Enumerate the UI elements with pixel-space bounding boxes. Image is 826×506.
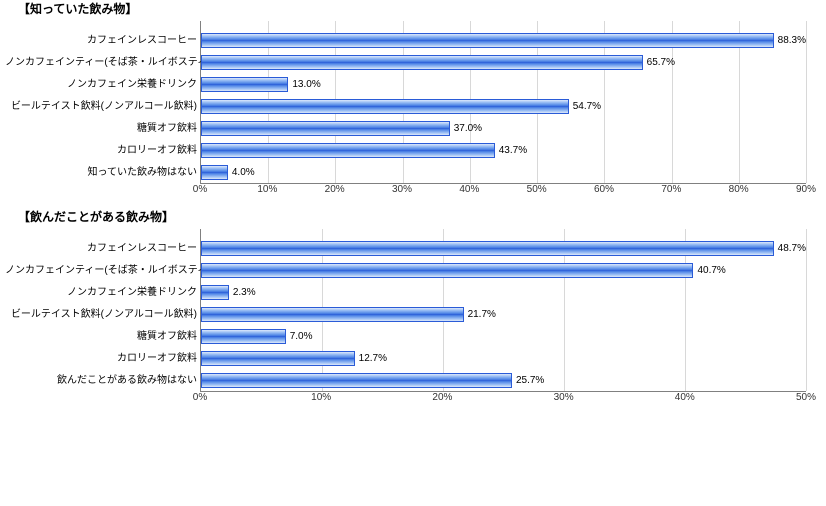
x-tick: 60%	[594, 184, 614, 195]
bar-container: 7.0%	[201, 329, 806, 344]
bar-row: 糖質オフ飲料7.0%	[201, 325, 806, 347]
chart-plot-area: カフェインレスコーヒー48.7%ノンカフェインティー(そば茶・ルイボスティーなど…	[200, 229, 806, 392]
bar-label: ノンカフェインティー(そば茶・ルイボスティーなど)	[5, 265, 201, 276]
bar	[201, 241, 774, 256]
bar-row: 飲んだことがある飲み物はない25.7%	[201, 369, 806, 391]
bar-value: 40.7%	[697, 265, 725, 276]
bar-row: ビールテイスト飲料(ノンアルコール飲料)54.7%	[201, 95, 806, 117]
bar-label: ノンカフェイン栄養ドリンク	[5, 79, 201, 90]
x-tick: 10%	[257, 184, 277, 195]
bar-container: 40.7%	[201, 263, 806, 278]
bar	[201, 121, 450, 136]
x-tick: 20%	[325, 184, 345, 195]
bar-value: 48.7%	[778, 243, 806, 254]
bar-value: 54.7%	[573, 101, 601, 112]
bar-container: 21.7%	[201, 307, 806, 322]
bar-container: 88.3%	[201, 33, 806, 48]
bar-label: ビールテイスト飲料(ノンアルコール飲料)	[5, 101, 201, 112]
bar-container: 54.7%	[201, 99, 806, 114]
x-tick: 40%	[675, 392, 695, 403]
x-tick: 30%	[554, 392, 574, 403]
x-tick: 90%	[796, 184, 816, 195]
bar-row: ノンカフェイン栄養ドリンク2.3%	[201, 281, 806, 303]
x-axis: 0%10%20%30%40%50%60%70%80%90%	[200, 184, 806, 198]
bar	[201, 77, 288, 92]
bar	[201, 329, 286, 344]
bar-value: 88.3%	[778, 35, 806, 46]
bar-value: 37.0%	[454, 123, 482, 134]
bar-container: 65.7%	[201, 55, 806, 70]
bar	[201, 55, 643, 70]
bar-row: ノンカフェインティー(そば茶・ルイボスティーなど)65.7%	[201, 51, 806, 73]
bar-row: 知っていた飲み物はない4.0%	[201, 161, 806, 183]
bar	[201, 263, 693, 278]
grid-line	[806, 21, 807, 183]
bar-container: 48.7%	[201, 241, 806, 256]
chart-block: 【知っていた飲み物】カフェインレスコーヒー88.3%ノンカフェインティー(そば茶…	[0, 0, 826, 198]
bar-value: 13.0%	[292, 79, 320, 90]
bar-container: 43.7%	[201, 143, 806, 158]
bar	[201, 33, 774, 48]
bar-label: カロリーオフ飲料	[5, 145, 201, 156]
bar-label: カフェインレスコーヒー	[5, 243, 201, 254]
bar-row: カフェインレスコーヒー88.3%	[201, 21, 806, 51]
bar-label: カロリーオフ飲料	[5, 353, 201, 364]
bar-value: 7.0%	[290, 331, 313, 342]
x-tick: 40%	[459, 184, 479, 195]
bar-label: 知っていた飲み物はない	[5, 167, 201, 178]
bar-value: 4.0%	[232, 167, 255, 178]
bar-container: 12.7%	[201, 351, 806, 366]
x-tick: 0%	[193, 392, 207, 403]
bar-value: 25.7%	[516, 375, 544, 386]
bar-container: 25.7%	[201, 373, 806, 388]
bar	[201, 99, 569, 114]
bar-value: 21.7%	[468, 309, 496, 320]
x-tick: 10%	[311, 392, 331, 403]
x-tick: 80%	[729, 184, 749, 195]
bar	[201, 307, 464, 322]
bar	[201, 165, 228, 180]
x-tick: 30%	[392, 184, 412, 195]
bar-label: 糖質オフ飲料	[5, 331, 201, 342]
bar-label: 糖質オフ飲料	[5, 123, 201, 134]
x-tick: 50%	[527, 184, 547, 195]
grid-line	[806, 229, 807, 391]
bar-container: 2.3%	[201, 285, 806, 300]
bar	[201, 285, 229, 300]
x-tick: 20%	[432, 392, 452, 403]
bar-row: カロリーオフ飲料43.7%	[201, 139, 806, 161]
bar	[201, 351, 355, 366]
bar-row: ノンカフェイン栄養ドリンク13.0%	[201, 73, 806, 95]
chart-title: 【飲んだことがある飲み物】	[0, 208, 826, 225]
bar-row: ノンカフェインティー(そば茶・ルイボスティーなど)40.7%	[201, 259, 806, 281]
bar-label: ノンカフェインティー(そば茶・ルイボスティーなど)	[5, 57, 201, 68]
bar-label: ビールテイスト飲料(ノンアルコール飲料)	[5, 309, 201, 320]
bar-row: ビールテイスト飲料(ノンアルコール飲料)21.7%	[201, 303, 806, 325]
chart-title: 【知っていた飲み物】	[0, 0, 826, 17]
bar-label: 飲んだことがある飲み物はない	[5, 375, 201, 386]
x-axis: 0%10%20%30%40%50%	[200, 392, 806, 406]
bar-container: 4.0%	[201, 165, 806, 180]
x-tick: 50%	[796, 392, 816, 403]
chart-plot-area: カフェインレスコーヒー88.3%ノンカフェインティー(そば茶・ルイボスティーなど…	[200, 21, 806, 184]
chart-block: 【飲んだことがある飲み物】カフェインレスコーヒー48.7%ノンカフェインティー(…	[0, 208, 826, 406]
bar-value: 12.7%	[359, 353, 387, 364]
bar-value: 43.7%	[499, 145, 527, 156]
bar-value: 65.7%	[647, 57, 675, 68]
bar-container: 13.0%	[201, 77, 806, 92]
bar-row: カフェインレスコーヒー48.7%	[201, 229, 806, 259]
bar-value: 2.3%	[233, 287, 256, 298]
bar-row: カロリーオフ飲料12.7%	[201, 347, 806, 369]
bar-label: ノンカフェイン栄養ドリンク	[5, 287, 201, 298]
bar-label: カフェインレスコーヒー	[5, 35, 201, 46]
bar	[201, 373, 512, 388]
bar	[201, 143, 495, 158]
bar-container: 37.0%	[201, 121, 806, 136]
bar-row: 糖質オフ飲料37.0%	[201, 117, 806, 139]
x-tick: 0%	[193, 184, 207, 195]
x-tick: 70%	[661, 184, 681, 195]
